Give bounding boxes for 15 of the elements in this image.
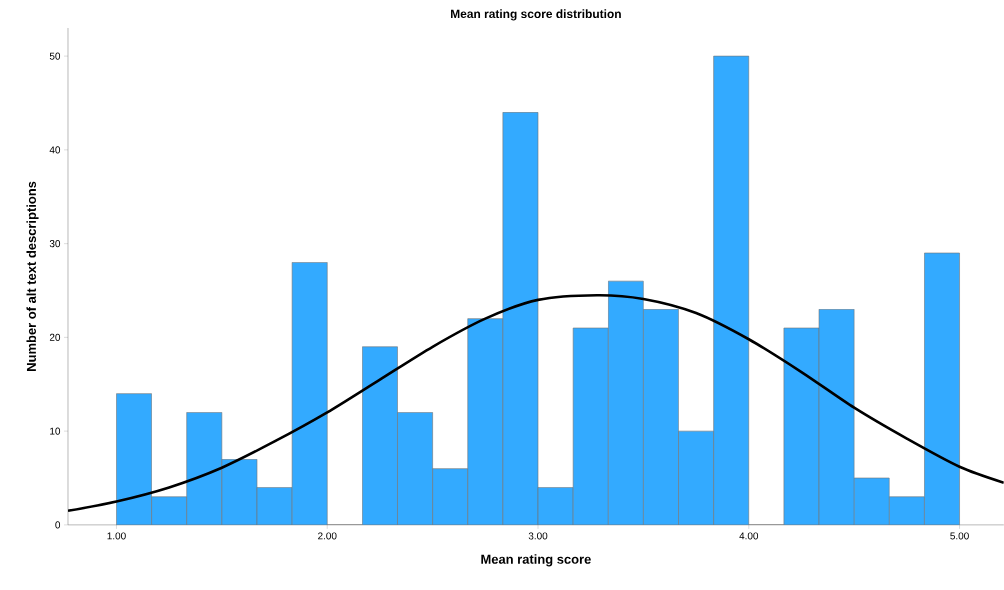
y-tick-label: 30 xyxy=(49,240,61,248)
y-tick-label: 0 xyxy=(55,521,61,529)
x-tick-label: 1.00 xyxy=(107,532,126,540)
x-tick-label: 5.00 xyxy=(950,532,969,540)
x-tick-label: 2.00 xyxy=(318,532,337,540)
y-tick-label: 40 xyxy=(49,146,61,154)
y-tick-label: 10 xyxy=(50,427,61,435)
y-tick-label: 50 xyxy=(49,52,61,60)
x-tick-label: 4.00 xyxy=(739,532,759,540)
y-axis-title: Number of alt text descriptions xyxy=(26,181,39,371)
y-tick-label: 20 xyxy=(49,333,61,341)
x-tick-label: 3.00 xyxy=(528,532,548,540)
x-axis-title: Mean rating score xyxy=(481,554,591,567)
line-series xyxy=(67,293,1004,513)
chart-title: Mean rating score distribution xyxy=(451,9,621,21)
